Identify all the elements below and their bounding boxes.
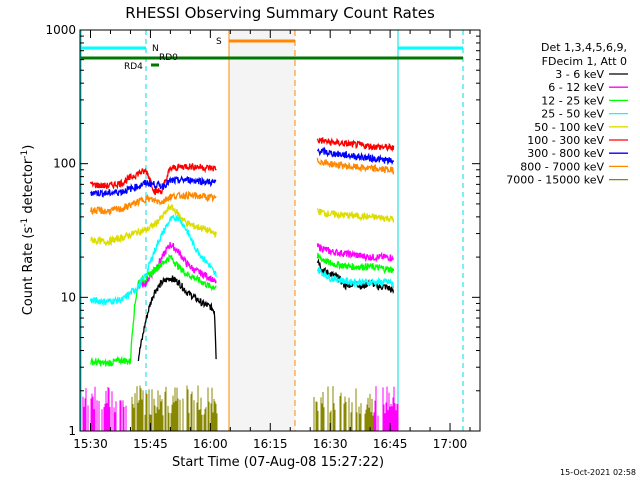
footer-timestamp: 15-Oct-2021 02:58 bbox=[560, 468, 636, 477]
legend-label: 25 - 50 keV bbox=[541, 108, 604, 121]
y-tick-label: 1 bbox=[68, 424, 76, 438]
y-axis-label-sup2: -1 bbox=[20, 150, 30, 159]
series-line-25-50-keV-seg1 bbox=[316, 267, 395, 289]
series-line-50-100-keV-seg0 bbox=[90, 203, 217, 247]
series-line-3-6-keV-seg0 bbox=[137, 275, 217, 362]
legend-label: 800 - 7000 keV bbox=[520, 160, 604, 173]
y-axis-label: Count Rate (s-1 detector-1) bbox=[20, 145, 36, 316]
x-tick-label: 17:00 bbox=[433, 437, 468, 451]
legend-label: 12 - 25 keV bbox=[541, 94, 604, 107]
chart-title: RHESSI Observing Summary Count Rates bbox=[125, 4, 435, 22]
s-flag-label: S bbox=[216, 37, 222, 47]
rd4-flag-label: RD4 bbox=[124, 62, 143, 72]
legend-label: 3 - 6 keV bbox=[555, 68, 604, 81]
legend: Det 1,3,4,5,6,9, FDecim 1, Att 0 3 - 6 k… bbox=[506, 41, 628, 187]
y-axis-label-sup1: -1 bbox=[20, 218, 30, 227]
y-tick-label: 100 bbox=[53, 157, 76, 171]
legend-label: 100 - 300 keV bbox=[527, 134, 604, 147]
x-tick-label: 16:30 bbox=[313, 437, 348, 451]
legend-label: 7000 - 15000 keV bbox=[506, 174, 604, 187]
x-tick-label: 16:45 bbox=[373, 437, 408, 451]
series-line-100-300-keV-seg1 bbox=[316, 136, 395, 153]
series-line-25-50-keV-seg0 bbox=[89, 214, 217, 307]
series-line-800-7000-keV-seg0 bbox=[89, 190, 217, 216]
n-flag-label: N bbox=[152, 44, 159, 54]
y-axis-label-part1: Count Rate (s bbox=[21, 227, 36, 316]
y-tick-label: 10 bbox=[61, 290, 76, 304]
series-line-800-7000-keV-seg1 bbox=[316, 157, 395, 175]
y-axis-ticks: 1 10 100 1000 bbox=[45, 23, 480, 438]
series-line-100-300-keV-seg0 bbox=[89, 163, 217, 196]
series-line-50-100-keV-seg1 bbox=[316, 208, 395, 223]
y-axis-label-part3: ) bbox=[21, 145, 36, 150]
series-layer bbox=[89, 136, 395, 368]
flag-bars: N RD0 RD4 S bbox=[81, 37, 463, 72]
x-tick-label: 15:30 bbox=[73, 437, 108, 451]
x-axis-label: Start Time (07-Aug-08 15:27:22) bbox=[172, 455, 384, 470]
x-tick-label: 15:45 bbox=[133, 437, 168, 451]
plot-frame bbox=[79, 29, 481, 432]
legend-label: 300 - 800 keV bbox=[527, 147, 604, 160]
x-tick-label: 16:00 bbox=[193, 437, 228, 451]
series-line-12-25-keV-seg0 bbox=[90, 253, 217, 368]
legend-label: 6 - 12 keV bbox=[548, 81, 604, 94]
y-tick-label: 1000 bbox=[45, 23, 76, 37]
x-axis-ticks: 15:30 15:45 16:00 16:15 16:30 16:45 17:00 bbox=[73, 30, 471, 451]
y-axis-label-part2: detector bbox=[21, 158, 36, 218]
eclipse-band bbox=[229, 30, 295, 431]
series-line-12-25-keV-seg1 bbox=[316, 252, 395, 275]
series-line-300-800-keV-seg0 bbox=[89, 175, 217, 198]
legend-label: 50 - 100 keV bbox=[534, 121, 604, 134]
series-line-300-800-keV-seg1 bbox=[316, 146, 395, 166]
legend-header-2: FDecim 1, Att 0 bbox=[542, 55, 627, 68]
rd0-flag-label: RD0 bbox=[159, 53, 178, 63]
series-line-6-12-keV-seg1 bbox=[316, 243, 394, 263]
x-tick-label: 16:15 bbox=[253, 437, 288, 451]
legend-header-1: Det 1,3,4,5,6,9, bbox=[541, 41, 627, 54]
